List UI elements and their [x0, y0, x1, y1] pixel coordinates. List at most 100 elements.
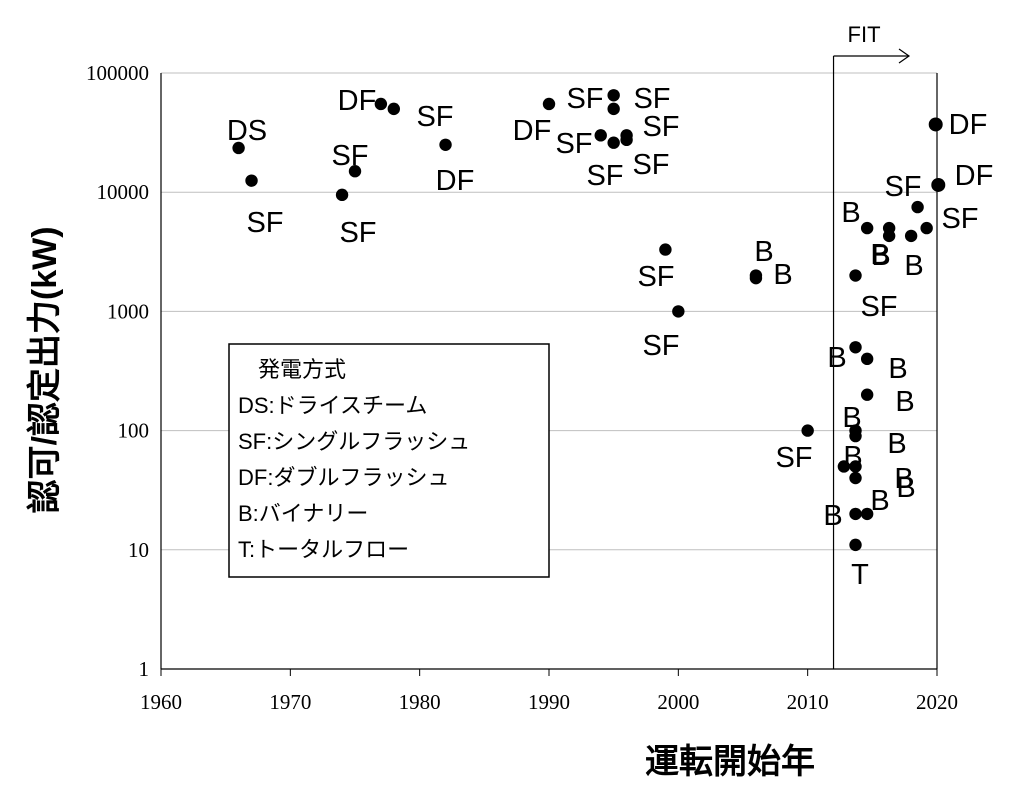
- point-label: SF: [416, 101, 453, 133]
- fit-label: FIT: [848, 22, 881, 47]
- data-point: [749, 269, 763, 282]
- point-label: DF: [338, 85, 377, 117]
- point-label: SF: [586, 160, 623, 192]
- data-point: [348, 165, 362, 178]
- x-tick-label: 1960: [140, 690, 182, 714]
- data-point: [335, 188, 349, 202]
- legend-entry-ds: DS:ドライスチーム: [238, 393, 427, 418]
- data-point: [594, 129, 607, 142]
- point-label: DF: [436, 165, 475, 197]
- point-label: B: [870, 239, 889, 271]
- point-label: B: [895, 386, 914, 418]
- data-point: [920, 221, 933, 235]
- point-label: SF: [566, 83, 603, 115]
- data-point: [387, 102, 400, 116]
- point-label: DF: [949, 109, 988, 141]
- data-point: [860, 221, 874, 235]
- point-label: SF: [555, 128, 592, 160]
- y-tick-label: 1: [139, 657, 150, 681]
- data-point: [860, 507, 874, 521]
- x-tick-label: 1980: [399, 690, 441, 714]
- data-point: [849, 269, 862, 282]
- data-point: [801, 424, 814, 437]
- point-label: B: [823, 500, 842, 532]
- legend-entry-b: B:バイナリー: [238, 501, 368, 526]
- data-point: [245, 174, 258, 187]
- point-label: SF: [633, 83, 670, 115]
- point-label: SF: [775, 442, 812, 474]
- point-label: B: [842, 402, 861, 434]
- data-points: [232, 89, 946, 552]
- legend-title: 発電方式: [258, 357, 346, 382]
- fit-annotation: FIT: [832, 22, 938, 669]
- tick-labels: 1 10 100 1000 10000 100000 1960 1970 1980 1990 200…: [86, 61, 958, 714]
- point-label: SF: [246, 207, 283, 239]
- data-point: [672, 305, 685, 318]
- data-point: [607, 136, 620, 149]
- point-label: DF: [513, 115, 552, 147]
- point-label: DF: [955, 160, 994, 192]
- data-point: [659, 243, 672, 256]
- point-label: SF: [642, 330, 679, 362]
- legend-entry-sf: SF:シングルフラッシュ: [238, 429, 470, 454]
- data-point: [439, 138, 452, 151]
- data-point: [374, 97, 388, 111]
- data-point: [620, 133, 633, 147]
- data-point: [931, 177, 946, 192]
- point-label: B: [773, 259, 792, 291]
- point-label: SF: [884, 171, 921, 203]
- data-point: [849, 429, 862, 443]
- data-point: [904, 229, 918, 243]
- x-tick-label: 2010: [787, 690, 829, 714]
- point-label: B: [870, 485, 889, 517]
- data-point: [849, 460, 862, 473]
- axes: [160, 73, 938, 676]
- data-point: [849, 471, 862, 485]
- point-label: B: [887, 428, 906, 460]
- legend-entry-t: T:トータルフロー: [238, 537, 409, 562]
- fit-arrow-head: [898, 48, 911, 64]
- point-label: B: [896, 472, 915, 504]
- point-label: DS: [227, 115, 267, 147]
- data-point: [232, 141, 245, 155]
- x-tick-label: 2020: [916, 690, 958, 714]
- data-point: [849, 507, 862, 521]
- data-point: [849, 538, 862, 552]
- point-label: T: [851, 559, 869, 591]
- point-label: B: [754, 236, 773, 268]
- point-label: SF: [331, 140, 368, 172]
- point-label: SF: [941, 203, 978, 235]
- x-tick-label: 2000: [657, 690, 699, 714]
- point-label: SF: [632, 149, 669, 181]
- point-label: SF: [860, 291, 897, 323]
- y-tick-label: 10: [128, 538, 149, 562]
- y-axis-title: 認可/認定出力(kW): [25, 226, 64, 513]
- data-point: [837, 460, 851, 473]
- point-label: SF: [339, 217, 376, 249]
- point-label: B: [841, 197, 860, 229]
- y-tick-label: 10000: [97, 180, 150, 204]
- y-tick-label: 100000: [86, 61, 149, 85]
- data-point: [607, 102, 620, 116]
- x-axis-title: 運転開始年: [645, 743, 815, 781]
- data-point: [607, 89, 620, 102]
- legend-box: [228, 343, 550, 578]
- point-label: B: [843, 441, 862, 473]
- data-point: [911, 200, 924, 214]
- point-label: SF: [637, 261, 674, 293]
- point-label: B: [904, 250, 923, 282]
- data-point: [542, 97, 556, 111]
- data-point: [882, 229, 896, 243]
- data-point: [849, 341, 862, 354]
- point-label: B: [888, 353, 907, 385]
- x-tick-label: 1970: [269, 690, 311, 714]
- x-tick-label: 1990: [528, 690, 570, 714]
- point-label: B: [894, 463, 913, 495]
- point-label: B: [871, 240, 890, 272]
- data-point: [860, 388, 874, 401]
- y-tick-label: 1000: [107, 299, 149, 323]
- data-point: [928, 117, 943, 132]
- data-point: [860, 352, 874, 366]
